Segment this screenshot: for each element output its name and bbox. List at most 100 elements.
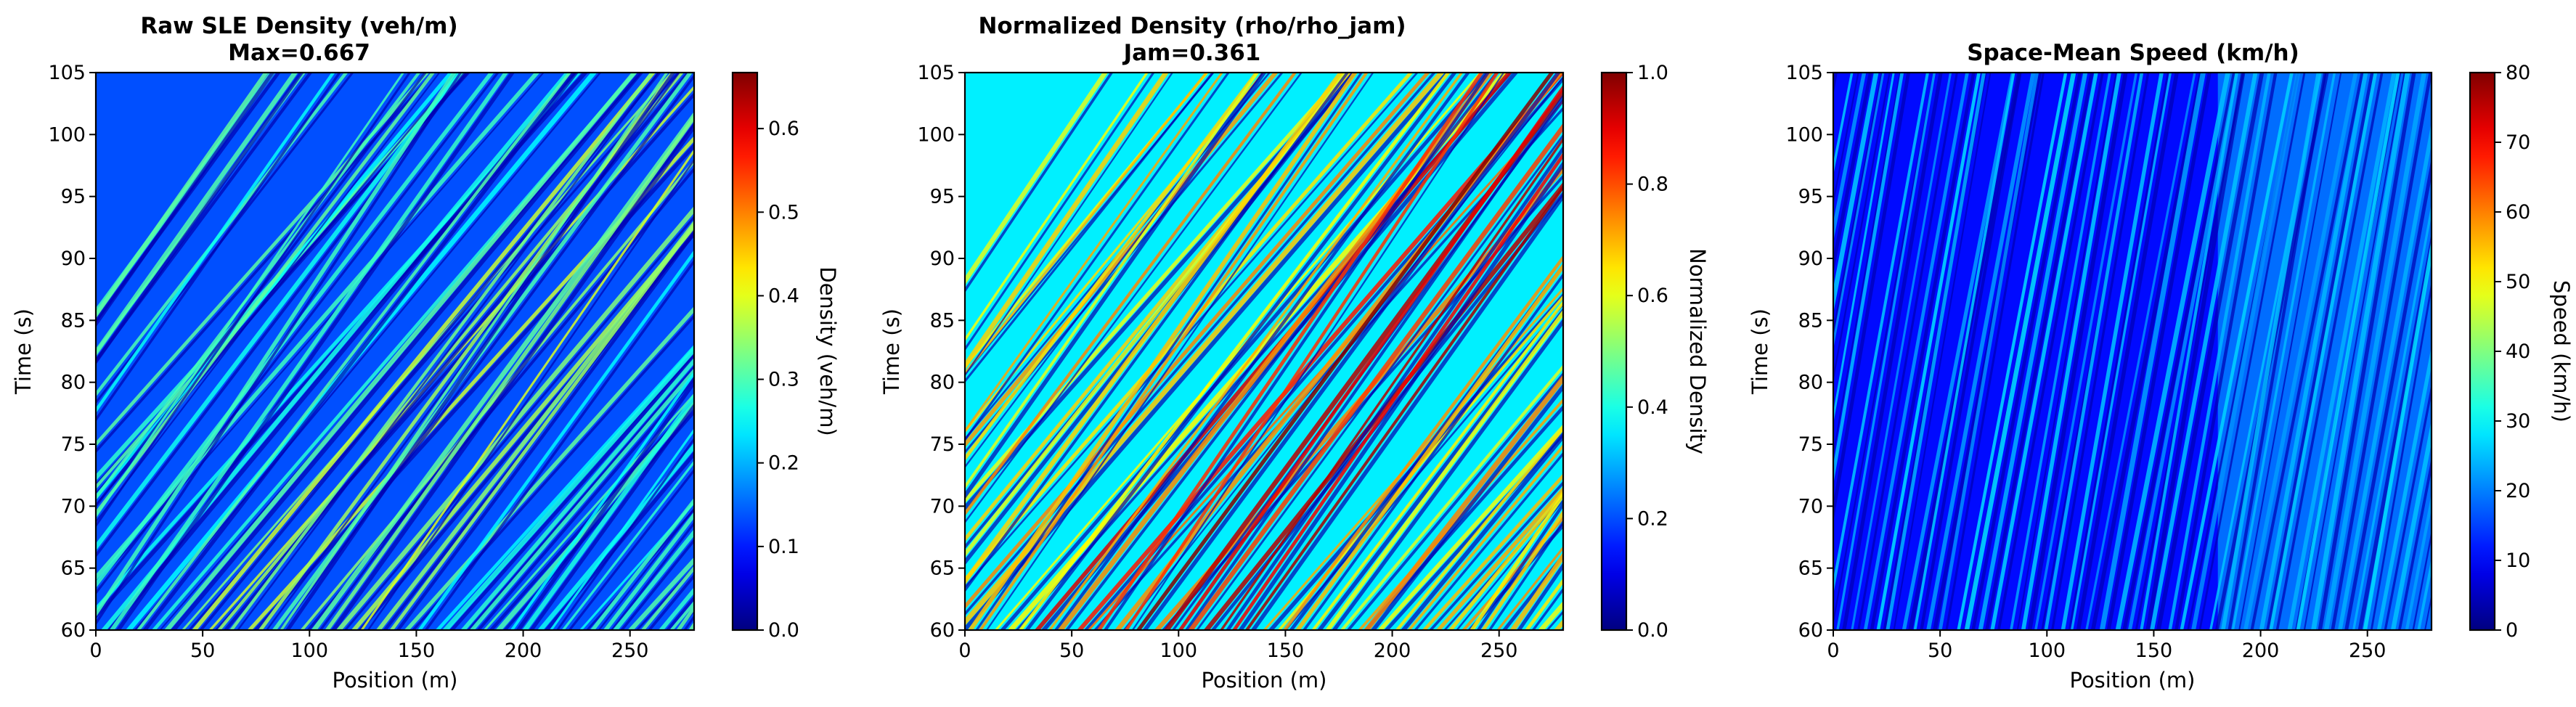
y-tick-label: 70 xyxy=(1798,495,1823,518)
heatmap-gap xyxy=(1971,73,2082,630)
heatmap-stripe xyxy=(1203,181,1563,630)
heatmap-gap xyxy=(1000,73,1490,630)
heatmap-gap xyxy=(965,73,1174,377)
heatmap-stripe xyxy=(1395,426,1563,630)
heatmap-gap xyxy=(1064,73,1499,630)
y-tick-label: 75 xyxy=(1798,433,1823,456)
heatmap-area xyxy=(1833,73,2432,630)
colorbar-tick-label: 70 xyxy=(2506,131,2530,154)
heatmap-stripe xyxy=(460,357,694,630)
heatmap-stripe xyxy=(2259,73,2368,630)
heatmap-gap xyxy=(2174,73,2278,630)
y-tick-label: 80 xyxy=(61,372,86,394)
heatmap-stripe xyxy=(549,428,694,630)
heatmap-stripe xyxy=(441,346,694,630)
colorbar-tick-label: 10 xyxy=(2506,549,2530,572)
heatmap-gap xyxy=(610,521,694,630)
heatmap-stripe xyxy=(417,250,694,630)
heatmap-stripe xyxy=(229,73,654,630)
x-tick-label: 50 xyxy=(1928,639,1952,662)
heatmap-gap xyxy=(2250,73,2364,630)
heatmap-gap xyxy=(2027,73,2128,630)
heatmap-gap xyxy=(1467,522,1563,630)
heatmap-gap xyxy=(96,73,342,422)
heatmap-stripe xyxy=(2390,419,2432,630)
heatmap-gap xyxy=(1103,73,1491,630)
x-tick-label: 100 xyxy=(1160,639,1198,662)
heatmap-gap xyxy=(279,73,694,630)
heatmap-stripe xyxy=(1876,73,1981,630)
heatmap-gap xyxy=(965,73,1114,293)
heatmap-gap xyxy=(1428,481,1563,630)
heatmap-stripe xyxy=(1926,73,2036,630)
colorbar-tick-label: 40 xyxy=(2506,340,2530,363)
y-tick-label: 85 xyxy=(61,309,86,332)
heatmap-gap xyxy=(1024,73,1457,630)
x-tick-label: 0 xyxy=(958,639,971,662)
colorbar-tick-label: 0.4 xyxy=(1637,396,1668,419)
heatmap-gap xyxy=(2156,73,2265,630)
colorbar-tick-label: 0.4 xyxy=(768,285,799,307)
heatmap-stripe xyxy=(1836,73,1936,630)
heatmap-gap xyxy=(965,73,1267,500)
heatmap-gap xyxy=(476,376,694,630)
colorbar-tick-label: 0.5 xyxy=(768,201,799,224)
heatmap-stripe xyxy=(1448,489,1563,630)
heatmap-stripe xyxy=(389,221,694,630)
plot-frame xyxy=(963,71,1565,632)
heatmap-gap xyxy=(96,73,275,328)
y-tick-label: 95 xyxy=(1798,186,1823,208)
heatmap-stripe xyxy=(1340,364,1563,630)
heatmap-gap xyxy=(96,73,436,454)
heatmap-stripe xyxy=(360,149,694,630)
heatmap-gap xyxy=(1857,73,1959,630)
x-axis: 0 50 100 150 200 250 xyxy=(89,630,648,662)
heatmap-gap xyxy=(2238,73,2342,630)
colorbar-gradient xyxy=(1602,73,1626,630)
heatmap-stripe xyxy=(1833,73,1885,350)
x-tick-label: 200 xyxy=(1374,639,1411,662)
panel-raw-density: Raw SLE Density (veh/m) Max=0.667 0 50 100… xyxy=(11,13,840,692)
heatmap-stripe xyxy=(96,73,405,519)
chart-title: Space-Mean Speed (km/h) xyxy=(1967,40,2299,66)
heatmap-gap xyxy=(1833,73,1891,383)
heatmap-gap xyxy=(2318,73,2416,630)
heatmap-stripe xyxy=(2044,73,2144,630)
y-tick-label: 60 xyxy=(61,619,86,642)
heatmap-gap xyxy=(965,73,1350,593)
colorbar-tick-label: 0 xyxy=(2506,619,2518,642)
y-tick-label: 95 xyxy=(930,186,955,208)
x-tick-label: 150 xyxy=(2135,639,2173,662)
heatmap-stripe xyxy=(109,73,509,630)
panel-normalized-density: Normalized Density (rho/rho_jam) Jam=0.3… xyxy=(879,13,1710,692)
y-tick-label: 75 xyxy=(61,433,86,456)
heatmap-stripe xyxy=(375,220,694,630)
heatmap-gap xyxy=(1833,73,1859,207)
heatmap-stripe xyxy=(1978,73,2088,630)
heatmap-gap xyxy=(965,73,1284,454)
x-tick-label: 0 xyxy=(1827,639,1839,662)
heatmap-gap xyxy=(1893,73,1992,630)
heatmap-stripe xyxy=(136,73,572,630)
heatmap-stripe xyxy=(522,393,694,630)
x-tick-label: 150 xyxy=(1267,639,1305,662)
heatmap-stripe xyxy=(965,73,1348,504)
heatmap-gap xyxy=(965,73,1230,442)
heatmap-stripe xyxy=(2085,73,2196,630)
plot-frame xyxy=(1832,71,2433,632)
heatmap-gap xyxy=(1040,73,1519,630)
heatmap-gap xyxy=(142,73,579,630)
heatmap-gap xyxy=(1195,134,1563,630)
heatmap-gap xyxy=(367,158,694,630)
colorbar-tick-label: 0.0 xyxy=(768,619,799,642)
heatmap-stripe xyxy=(1220,136,1563,630)
y-tick-label: 105 xyxy=(917,62,955,84)
heatmap-stripe xyxy=(2363,238,2432,630)
heatmap-stripe xyxy=(2115,73,2230,630)
heatmap-gap xyxy=(2198,73,2306,630)
heatmap-stripe xyxy=(965,73,1224,433)
y-tick-label: 90 xyxy=(930,248,955,270)
y-tick-label: 80 xyxy=(930,372,955,394)
x-tick-label: 0 xyxy=(89,639,102,662)
heatmap-gap xyxy=(2344,158,2432,630)
